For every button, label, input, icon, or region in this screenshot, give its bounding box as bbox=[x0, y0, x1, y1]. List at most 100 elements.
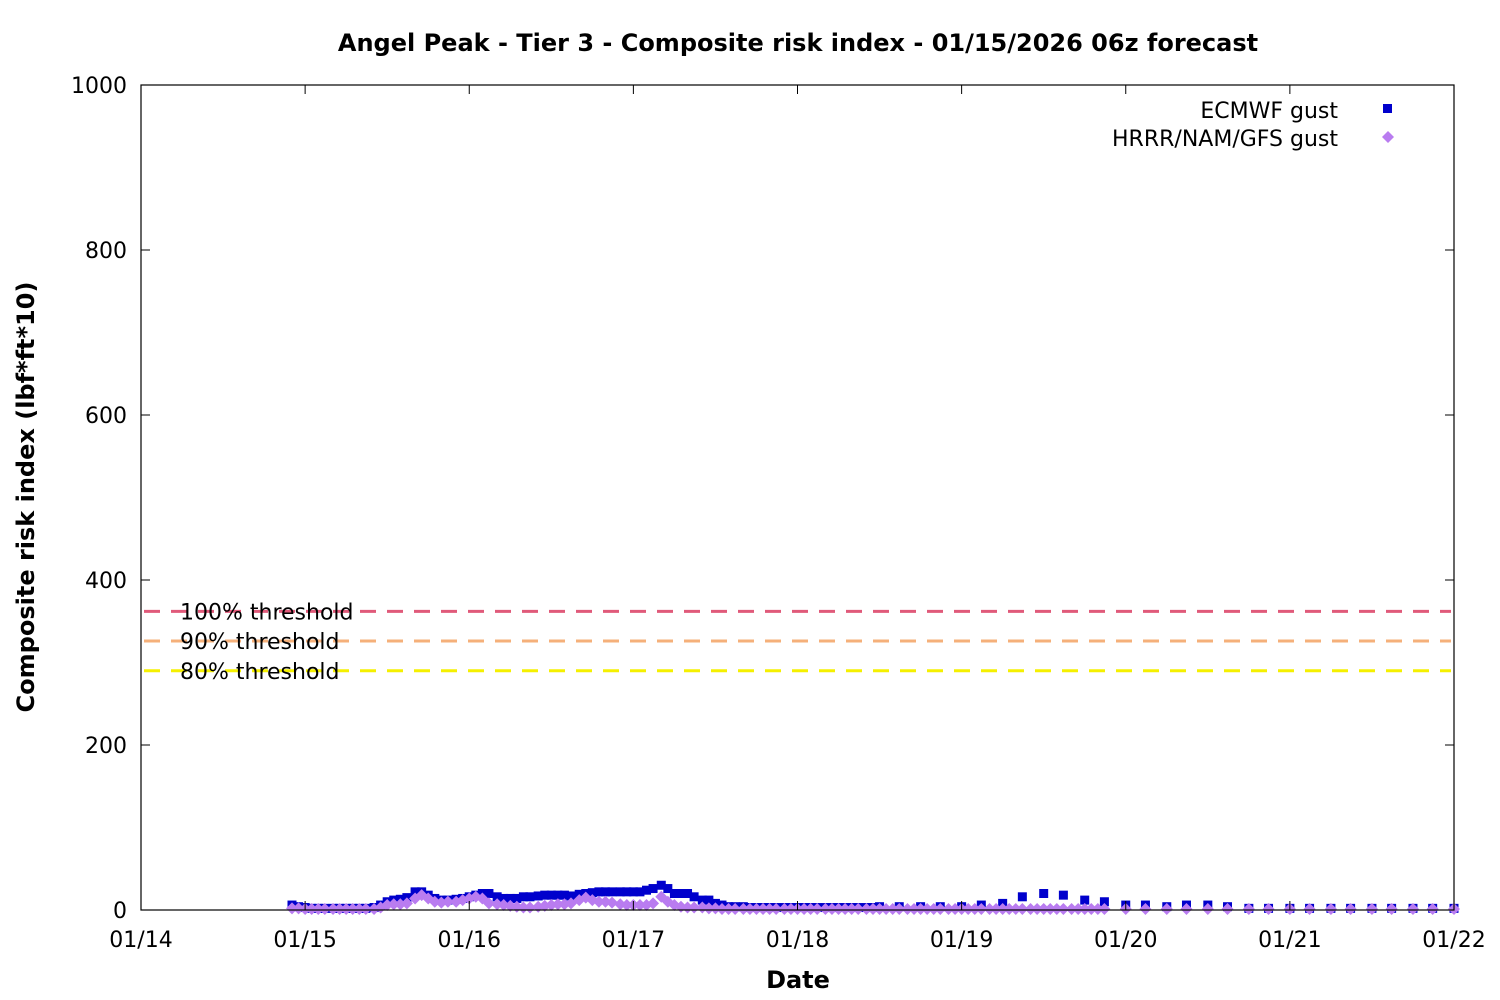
ecmwf-point bbox=[1058, 890, 1068, 900]
hrrr-point bbox=[1085, 903, 1098, 915]
hrrr-point bbox=[839, 903, 852, 915]
ecmwf-point bbox=[566, 891, 576, 901]
hrrr-point bbox=[942, 903, 955, 915]
hrrr-point bbox=[949, 903, 962, 915]
x-tick-label: 01/18 bbox=[766, 928, 829, 953]
hrrr-point bbox=[934, 903, 947, 915]
hrrr-point bbox=[784, 903, 797, 915]
ecmwf-point bbox=[484, 889, 494, 898]
hrrr-point bbox=[1037, 903, 1050, 915]
hrrr-point bbox=[860, 903, 873, 915]
threshold-label: 100% threshold bbox=[180, 600, 354, 625]
hrrr-point bbox=[340, 903, 353, 915]
hrrr-point bbox=[1031, 903, 1044, 915]
hrrr-point bbox=[387, 898, 400, 911]
x-tick-label: 01/20 bbox=[1094, 928, 1157, 953]
ecmwf-point bbox=[669, 889, 679, 898]
ecmwf-point bbox=[410, 887, 420, 897]
hrrr-point bbox=[1057, 903, 1070, 915]
ecmwf-point bbox=[559, 890, 569, 900]
y-tick-label: 600 bbox=[85, 404, 127, 429]
hrrr-point bbox=[880, 903, 893, 915]
legend-label-hrrr: HRRR/NAM/GFS gust bbox=[1112, 127, 1338, 152]
ecmwf-point bbox=[615, 887, 625, 897]
hrrr-point bbox=[757, 903, 770, 915]
ecmwf-point bbox=[676, 889, 686, 898]
hrrr-point bbox=[990, 903, 1003, 915]
hrrr-point bbox=[975, 903, 988, 915]
y-axis-label: Composite risk index (lbf*ft*10) bbox=[12, 282, 40, 713]
ecmwf-point bbox=[546, 890, 556, 900]
ecmwf-point bbox=[622, 887, 632, 897]
ecmwf-point bbox=[1080, 895, 1090, 905]
hrrr-point bbox=[927, 903, 940, 915]
hrrr-point bbox=[873, 903, 886, 915]
hrrr-point bbox=[996, 903, 1009, 915]
ecmwf-point bbox=[533, 891, 543, 901]
x-tick-label: 01/14 bbox=[109, 928, 172, 953]
hrrr-point bbox=[333, 903, 346, 915]
hrrr-point bbox=[743, 903, 756, 915]
hrrr-point bbox=[285, 902, 298, 915]
x-axis-label: Date bbox=[766, 966, 830, 994]
hrrr-point bbox=[1072, 903, 1085, 915]
hrrr-point bbox=[1091, 903, 1104, 915]
hrrr-point bbox=[312, 903, 325, 915]
ecmwf-point bbox=[505, 893, 515, 903]
hrrr-point bbox=[825, 903, 838, 915]
hrrr-point bbox=[1201, 903, 1214, 915]
hrrr-point bbox=[1078, 903, 1091, 915]
hrrr-point bbox=[1221, 903, 1234, 915]
x-tick-label: 01/21 bbox=[1258, 928, 1321, 953]
ecmwf-point bbox=[683, 889, 693, 898]
ecmwf-point bbox=[607, 887, 617, 897]
hrrr-point bbox=[763, 903, 776, 915]
hrrr-point bbox=[327, 903, 340, 915]
hrrr-point bbox=[1262, 903, 1275, 915]
hrrr-point bbox=[819, 903, 832, 915]
hrrr-point bbox=[1139, 903, 1152, 915]
ecmwf-point bbox=[628, 887, 638, 897]
ecmwf-point bbox=[587, 888, 597, 898]
hrrr-point bbox=[551, 898, 564, 911]
hrrr-point bbox=[359, 903, 372, 915]
hrrr-point bbox=[441, 895, 454, 908]
plot-frame bbox=[140, 84, 1455, 911]
hrrr-point bbox=[1242, 903, 1255, 915]
ecmwf-point bbox=[518, 892, 528, 902]
y-tick-label: 800 bbox=[85, 239, 127, 264]
hrrr-point bbox=[886, 903, 899, 915]
ecmwf-point bbox=[648, 884, 658, 894]
hrrr-point bbox=[778, 903, 791, 915]
hrrr-point bbox=[893, 903, 906, 915]
x-tick-label: 01/22 bbox=[1422, 928, 1485, 953]
hrrr-point bbox=[1065, 903, 1078, 915]
legend-marker-hrrr bbox=[1382, 131, 1394, 143]
hrrr-point bbox=[914, 903, 927, 915]
hrrr-point bbox=[305, 903, 318, 915]
hrrr-point bbox=[737, 903, 750, 915]
threshold-label: 90% threshold bbox=[180, 630, 340, 655]
hrrr-point bbox=[592, 895, 605, 908]
hrrr-point bbox=[798, 903, 811, 915]
hrrr-point bbox=[845, 903, 858, 915]
y-tick-label: 200 bbox=[85, 734, 127, 759]
hrrr-point bbox=[1303, 903, 1316, 915]
ecmwf-point bbox=[525, 892, 535, 902]
hrrr-point bbox=[1009, 903, 1022, 915]
hrrr-point bbox=[770, 903, 783, 915]
ecmwf-point bbox=[540, 890, 550, 900]
hrrr-point bbox=[1003, 903, 1016, 915]
legend-marker-ecmwf bbox=[1383, 104, 1392, 113]
x-tick-label: 01/16 bbox=[438, 928, 501, 953]
hrrr-point bbox=[750, 903, 763, 915]
ecmwf-point bbox=[499, 893, 509, 903]
hrrr-point bbox=[1180, 903, 1193, 915]
hrrr-point bbox=[729, 903, 742, 915]
legend-label-ecmwf: ECMWF gust bbox=[1200, 99, 1338, 124]
ecmwf-point bbox=[635, 887, 645, 897]
hrrr-point bbox=[353, 903, 366, 915]
hrrr-point bbox=[1160, 903, 1173, 915]
hrrr-point bbox=[1426, 903, 1439, 915]
